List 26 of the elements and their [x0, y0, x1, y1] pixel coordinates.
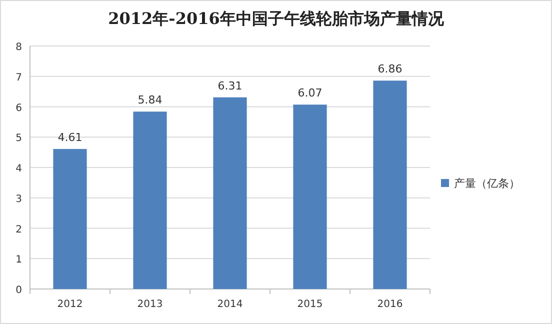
x-tick-label: 2016 — [377, 299, 403, 310]
bar — [213, 97, 247, 289]
chart-title: 2012年-2016年中国子午线轮胎市场产量情况 — [108, 9, 445, 28]
y-tick-label: 5 — [16, 133, 22, 144]
data-label: 6.86 — [378, 62, 402, 76]
y-tick-label: 1 — [16, 254, 22, 266]
bar — [133, 112, 167, 289]
bar — [373, 80, 407, 289]
y-tick-label: 0 — [16, 285, 22, 296]
x-tick-label: 2015 — [297, 299, 323, 310]
x-tick-label: 2014 — [217, 299, 243, 310]
data-label: 4.61 — [58, 130, 82, 144]
data-label: 5.84 — [138, 94, 162, 107]
bar — [293, 104, 327, 289]
data-label: 6.07 — [298, 86, 322, 100]
y-tick-label: 2 — [16, 224, 22, 236]
y-tick-label: 4 — [16, 164, 22, 174]
y-tick-label: 8 — [16, 42, 22, 53]
bar — [53, 148, 87, 289]
x-tick-label: 2012 — [57, 299, 83, 310]
x-tick-label: 2013 — [137, 299, 163, 310]
y-tick-label: 6 — [16, 102, 22, 114]
data-label: 6.31 — [218, 79, 242, 92]
legend-label: 产量（亿条） — [454, 177, 520, 190]
y-tick-label: 3 — [16, 194, 22, 205]
y-tick-label: 7 — [16, 72, 22, 84]
